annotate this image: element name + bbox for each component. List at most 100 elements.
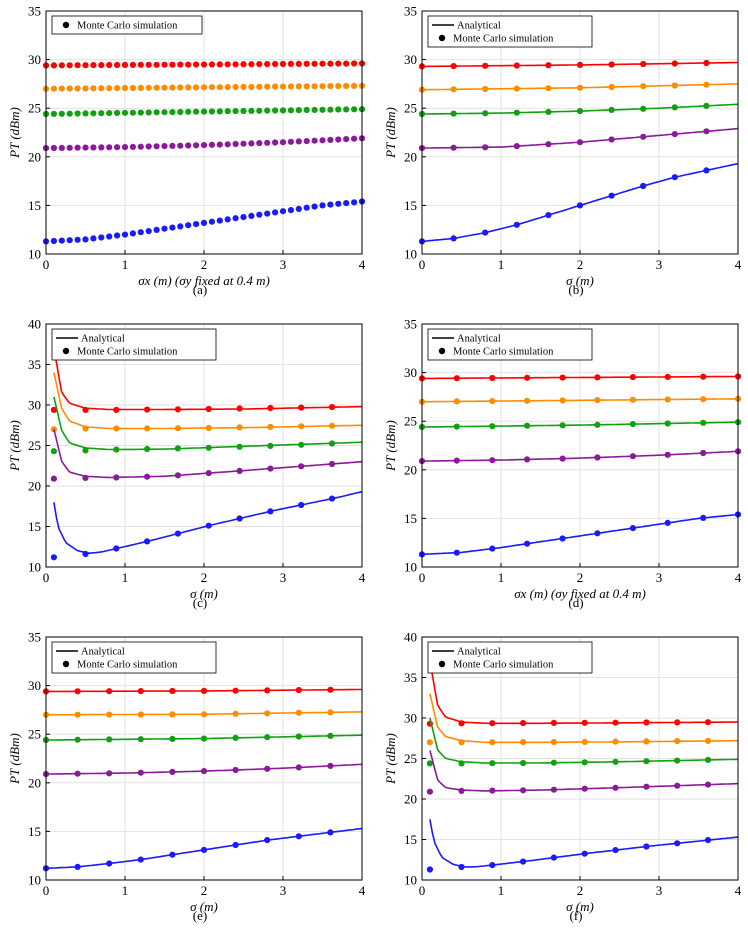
legend-marker-swatch xyxy=(62,21,70,29)
mc-point-blue xyxy=(224,216,231,223)
mc-point-green xyxy=(513,109,520,116)
mc-point-red xyxy=(643,719,650,726)
mc-point-green xyxy=(327,732,334,740)
x-tick-label: 2 xyxy=(201,570,208,585)
mc-point-orange xyxy=(311,83,318,90)
y-tick-label: 25 xyxy=(404,751,417,766)
mc-point-purple xyxy=(550,786,558,793)
mc-point-purple xyxy=(581,785,588,792)
mc-point-red xyxy=(205,405,212,413)
mc-point-green xyxy=(50,448,58,455)
mc-point-orange xyxy=(327,709,334,716)
x-tick-label: 2 xyxy=(201,257,208,272)
mc-point-green xyxy=(98,110,105,117)
mc-point-orange xyxy=(700,396,707,403)
mc-point-red xyxy=(169,61,176,68)
mc-point-green xyxy=(129,109,136,116)
legend-label: Analytical xyxy=(81,334,125,345)
mc-point-red xyxy=(303,60,310,67)
mc-point-blue xyxy=(248,212,255,219)
mc-point-blue xyxy=(559,535,566,542)
mc-point-purple xyxy=(319,137,326,144)
mc-point-orange xyxy=(208,84,215,91)
mc-point-purple xyxy=(74,770,81,777)
x-tick-label: 4 xyxy=(359,883,366,898)
legend-label: Analytical xyxy=(457,334,501,345)
mc-point-red xyxy=(216,61,223,68)
mc-point-green xyxy=(664,420,671,427)
x-tick-label: 2 xyxy=(577,570,584,585)
mc-point-purple xyxy=(267,465,274,472)
mc-point-orange xyxy=(343,82,350,90)
mc-point-purple xyxy=(177,142,184,149)
y-tick-label: 15 xyxy=(28,519,41,534)
mc-point-green xyxy=(267,442,274,449)
mc-point-purple xyxy=(200,142,208,149)
y-tick-label: 30 xyxy=(404,52,417,67)
mc-point-blue xyxy=(489,545,496,552)
mc-point-green xyxy=(232,108,239,115)
mc-point-green xyxy=(703,102,710,109)
mc-point-red xyxy=(513,62,520,69)
mc-point-purple xyxy=(248,140,255,147)
mc-point-blue xyxy=(106,860,113,867)
mc-point-blue xyxy=(581,850,588,857)
mc-point-red xyxy=(66,62,73,69)
mc-point-purple xyxy=(703,128,710,135)
mc-point-orange xyxy=(664,396,671,403)
mc-point-purple xyxy=(113,474,120,481)
mc-point-orange xyxy=(200,84,208,91)
mc-point-green xyxy=(50,110,58,117)
mc-point-orange xyxy=(489,739,496,746)
x-axis-label: σ (m) xyxy=(190,899,218,914)
mc-point-orange xyxy=(145,84,152,91)
y-tick-label: 30 xyxy=(404,365,417,380)
mc-point-purple xyxy=(121,144,129,151)
mc-point-red xyxy=(295,60,302,67)
mc-point-green xyxy=(145,109,152,116)
mc-point-red xyxy=(82,62,89,69)
mc-point-green xyxy=(581,759,588,766)
mc-point-orange xyxy=(137,84,144,91)
mc-point-blue xyxy=(343,200,350,207)
mc-point-green xyxy=(153,109,160,116)
mc-point-blue xyxy=(82,236,89,243)
panel-a: 0 1 2 3 4 10 15 20 25 30 35 σx (m) (σy fixed at 0.4… xyxy=(7,4,366,298)
mc-point-red xyxy=(200,61,208,68)
mc-point-red xyxy=(169,687,176,695)
mc-point-blue xyxy=(513,221,520,228)
mc-point-red xyxy=(319,60,326,67)
mc-point-purple xyxy=(106,770,113,777)
mc-point-purple xyxy=(145,143,152,150)
mc-point-orange xyxy=(114,85,121,92)
mc-point-blue xyxy=(267,508,274,515)
mc-point-purple xyxy=(200,768,208,775)
mc-point-green xyxy=(82,447,89,454)
mc-point-orange xyxy=(703,81,710,88)
mc-point-purple xyxy=(311,137,318,144)
mc-point-orange xyxy=(612,738,619,745)
mc-point-red xyxy=(236,405,243,412)
mc-point-orange xyxy=(153,84,160,91)
mc-point-red xyxy=(640,60,647,68)
mc-point-blue xyxy=(58,237,65,244)
mc-point-orange xyxy=(232,83,239,91)
mc-point-red xyxy=(240,61,247,68)
mc-point-blue xyxy=(113,545,120,552)
mc-point-green xyxy=(671,104,678,111)
x-tick-label: 3 xyxy=(656,257,663,272)
mc-point-purple xyxy=(664,451,671,458)
mc-point-orange xyxy=(426,739,433,746)
y-tick-label: 10 xyxy=(404,873,417,888)
mc-point-purple xyxy=(482,144,489,151)
mc-point-green xyxy=(520,759,527,767)
mc-point-purple xyxy=(264,765,271,772)
x-tick-label: 1 xyxy=(122,257,129,272)
legend-marker-swatch xyxy=(438,347,446,355)
mc-point-blue xyxy=(137,229,144,236)
mc-point-orange xyxy=(58,85,65,92)
mc-point-orange xyxy=(594,397,601,404)
mc-point-purple xyxy=(161,143,168,150)
mc-point-orange xyxy=(671,82,678,89)
